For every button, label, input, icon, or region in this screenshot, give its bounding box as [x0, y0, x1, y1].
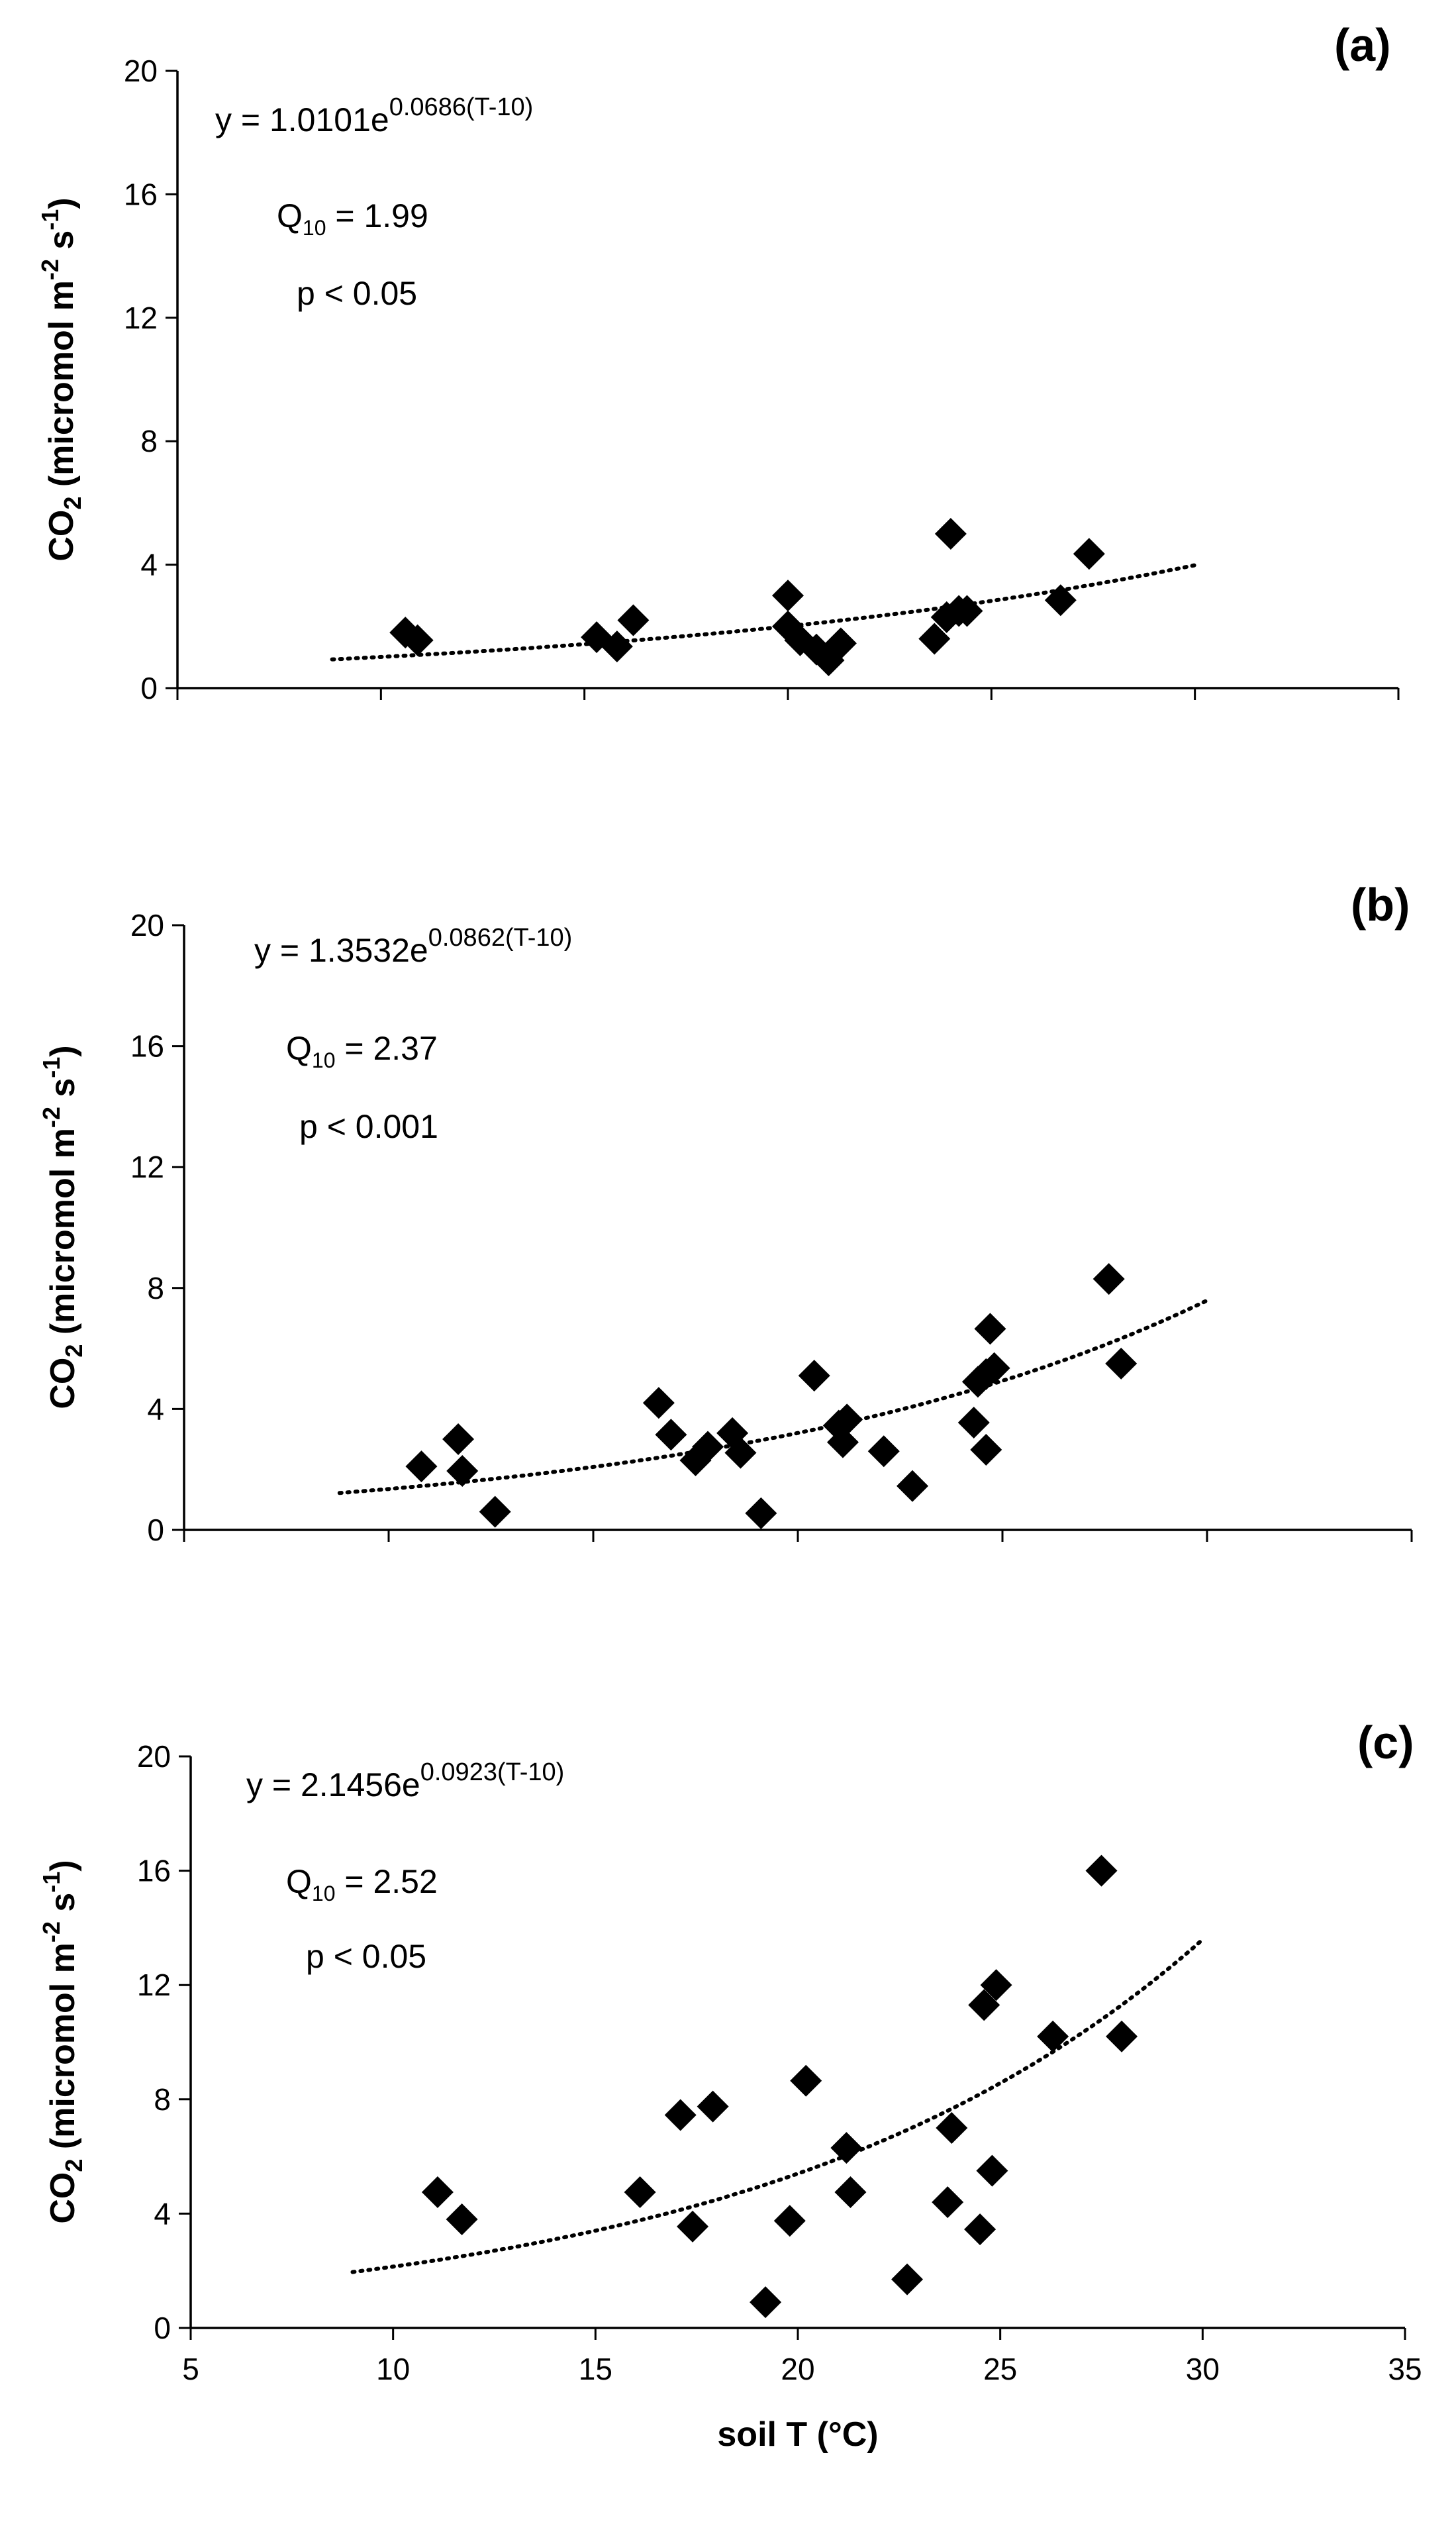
data-point	[968, 1989, 1000, 2021]
data-point	[697, 2090, 729, 2123]
regression-equation: y = 1.3532e0.0862(T-10)	[254, 924, 572, 969]
x-tick-label: 20	[781, 2352, 814, 2386]
data-point	[692, 1431, 724, 1463]
y-tick-label: 0	[154, 2311, 171, 2345]
data-point	[936, 2111, 968, 2144]
data-point	[790, 2064, 822, 2097]
y-tick-label: 16	[137, 1854, 171, 1888]
y-tick-label: 8	[154, 2082, 171, 2117]
trendline	[350, 1937, 1205, 2274]
panel-label: (c)	[1357, 1717, 1414, 1768]
data-point	[405, 1450, 438, 1483]
data-point	[745, 1497, 777, 1529]
y-tick-label: 12	[124, 301, 158, 335]
data-point	[442, 1423, 475, 1456]
data-point	[401, 624, 434, 656]
data-point	[677, 2210, 709, 2243]
regression-equation: y = 2.1456e0.0923(T-10)	[246, 1758, 564, 1803]
y-tick-label: 12	[137, 1968, 171, 2002]
data-point	[897, 1470, 929, 1502]
data-point	[617, 604, 650, 636]
y-tick-label: 16	[124, 177, 158, 211]
data-point	[980, 1969, 1012, 2001]
data-point	[918, 623, 951, 655]
data-point	[891, 2263, 924, 2295]
trendline	[330, 563, 1197, 662]
p-value-annotation: p < 0.001	[299, 1108, 438, 1145]
data-point	[601, 630, 633, 663]
data-point	[831, 1403, 863, 1436]
chart-panel-3: 0 4 8 12 16 20 5 10 15 20 25 30 35 soil T (°C) CO2 (mi…	[38, 1717, 1422, 2454]
p-value-annotation: p < 0.05	[297, 275, 417, 312]
data-point	[479, 1495, 511, 1528]
x-tick-label: 30	[1186, 2352, 1220, 2386]
data-point	[724, 1437, 757, 1469]
data-point	[1105, 1347, 1138, 1380]
panel-label: (b)	[1351, 879, 1410, 931]
y-axis-title: CO2 (micromol m-2 s-1)	[38, 1860, 87, 2223]
x-tick-label: 5	[182, 2352, 199, 2386]
x-tick-label: 35	[1388, 2352, 1422, 2386]
y-axis-title: CO2 (micromol m-2 s-1)	[38, 1045, 87, 1409]
y-tick-label: 8	[147, 1271, 164, 1305]
data-point	[624, 2176, 656, 2209]
trendline	[337, 1298, 1209, 1495]
data-point	[773, 2205, 806, 2237]
y-tick-label: 4	[140, 548, 158, 582]
q10-annotation: Q10 = 2.52	[286, 1863, 438, 1905]
data-point	[446, 2203, 478, 2236]
data-point	[655, 1419, 687, 1451]
y-tick-label: 20	[137, 1739, 171, 1774]
y-tick-label: 4	[147, 1391, 164, 1426]
data-point	[951, 595, 983, 627]
panel-label: (a)	[1334, 19, 1391, 71]
chart-panel-2: 0 4 8 12 16 20 CO2 (micromol m-2 s-1) (b) y = 1.…	[38, 879, 1413, 1547]
data-point	[934, 518, 967, 550]
data-point	[978, 1352, 1010, 1384]
x-tick-label: 25	[983, 2352, 1017, 2386]
data-point	[421, 2176, 454, 2209]
data-point	[1044, 584, 1077, 617]
data-point	[974, 1313, 1006, 1345]
data-point	[976, 2154, 1008, 2187]
y-tick-label: 20	[130, 908, 164, 942]
x-tick-label: 15	[579, 2352, 612, 2386]
y-tick-label: 20	[124, 54, 158, 88]
data-point	[1092, 1263, 1125, 1295]
y-tick-label: 8	[140, 424, 158, 458]
data-point	[964, 2213, 996, 2246]
q10-annotation: Q10 = 1.99	[277, 197, 428, 240]
x-tick-label: 10	[376, 2352, 410, 2386]
data-point	[1085, 1854, 1118, 1887]
data-point	[446, 1454, 479, 1487]
regression-equation: y = 1.0101e0.0686(T-10)	[215, 93, 533, 138]
data-point	[1073, 538, 1105, 570]
x-axis-title: soil T (°C)	[717, 2415, 878, 2454]
y-tick-label: 0	[147, 1513, 164, 1547]
data-point	[830, 2132, 863, 2164]
chart-panel-1: 0 4 8 12 16 20 CO2 (micromol m-2 s-1) (a) y = 1.…	[36, 19, 1400, 705]
data-point	[932, 2186, 964, 2219]
data-point	[970, 1434, 1002, 1466]
data-point	[750, 2286, 782, 2319]
data-point	[824, 627, 857, 660]
y-tick-label: 16	[130, 1029, 164, 1064]
data-point	[798, 1360, 830, 1392]
q10-annotation: Q10 = 2.37	[286, 1030, 438, 1072]
data-point	[772, 580, 804, 612]
data-point	[867, 1435, 900, 1468]
data-point	[957, 1406, 990, 1438]
p-value-annotation: p < 0.05	[306, 1938, 426, 1975]
y-tick-label: 4	[154, 2196, 171, 2231]
y-axis-title: CO2 (micromol m-2 s-1)	[36, 197, 86, 561]
data-point	[1106, 2020, 1138, 2052]
data-point	[834, 2176, 867, 2209]
data-point	[642, 1387, 675, 1419]
data-point	[664, 2099, 697, 2131]
y-tick-label: 12	[130, 1150, 164, 1184]
y-tick-label: 0	[140, 671, 158, 705]
data-point	[826, 1426, 859, 1458]
data-point	[1037, 2020, 1069, 2052]
